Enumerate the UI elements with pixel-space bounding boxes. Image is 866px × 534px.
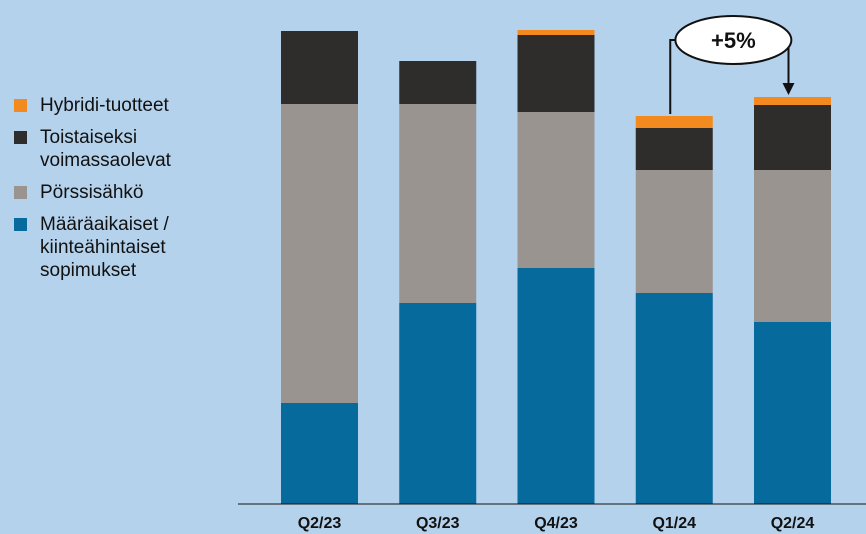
bar-segment (754, 97, 831, 105)
bar-segment (399, 104, 477, 303)
annotation-bubble (674, 15, 793, 65)
x-tick-label: Q2/24 (771, 515, 815, 532)
bars-group (281, 30, 831, 504)
bar-segment (635, 293, 713, 504)
growth-annotation: +5% (669, 15, 795, 114)
legend-item: Toistaiseksi voimassaolevat (12, 126, 212, 172)
legend-swatch (14, 99, 27, 112)
bar-segment (281, 104, 358, 403)
bar-segment (281, 31, 358, 104)
x-tick-label: Q2/23 (298, 515, 342, 532)
legend-swatch (14, 186, 27, 199)
legend-swatch (14, 218, 27, 231)
legend-label: Pörssisähkö (40, 182, 144, 203)
arrow-head-icon (782, 83, 795, 95)
legend-item: Määräaikaiset / kiinteähintaiset sopimuk… (12, 213, 212, 282)
bar-segment (517, 112, 595, 268)
bar-segment (635, 128, 713, 170)
bar-segment (754, 105, 831, 170)
bar-segment (754, 170, 831, 322)
legend-label: Toistaiseksi voimassaolevat (40, 127, 171, 171)
bar-segment (517, 268, 595, 504)
bar-segment (754, 322, 831, 504)
legend-label: Hybridi-tuotteet (40, 95, 169, 116)
bar-segment (635, 116, 713, 128)
x-tick-label: Q3/23 (416, 515, 460, 532)
legend: Hybridi-tuotteet Toistaiseksi voimassaole… (12, 94, 212, 291)
x-tick-labels: Q2/23 Q3/23 Q4/23 Q1/24 Q2/24 (298, 515, 815, 532)
annotation-label: +5% (711, 28, 756, 53)
bar-segment (517, 35, 595, 112)
x-tick-label: Q1/24 (652, 515, 696, 532)
x-tick-label: Q4/23 (534, 515, 578, 532)
legend-item: Hybridi-tuotteet (12, 94, 212, 117)
bar-segment (399, 61, 477, 104)
bar-segment (517, 30, 595, 35)
bar-segment (281, 403, 358, 504)
bar-segment (635, 170, 713, 293)
legend-label: Määräaikaiset / kiinteähintaiset sopimuk… (40, 214, 169, 281)
legend-swatch (14, 131, 27, 144)
bar-segment (399, 303, 477, 504)
legend-item: Pörssisähkö (12, 181, 212, 204)
